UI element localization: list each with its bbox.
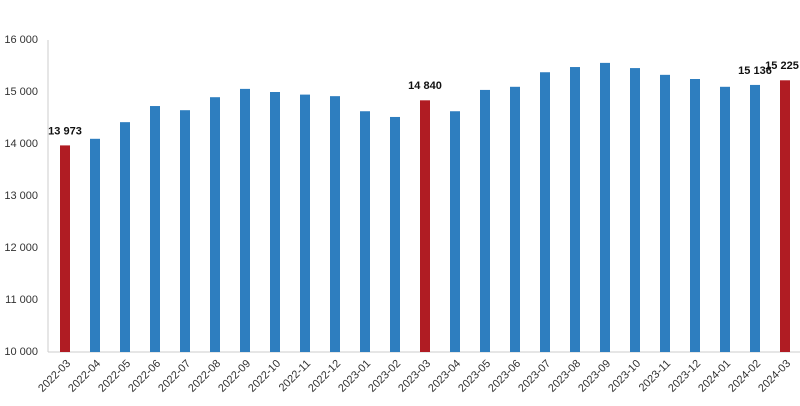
bar (780, 80, 790, 353)
x-tick-label: 2023-10 (606, 358, 643, 395)
value-label: 14 840 (408, 80, 442, 92)
x-tick-label: 2022-12 (306, 358, 343, 395)
bar (150, 106, 160, 352)
x-tick-label: 2022-03 (36, 358, 73, 395)
x-tick-label: 2022-05 (96, 358, 133, 395)
value-label: 15 225 (765, 60, 799, 72)
x-tick-label: 2023-03 (396, 358, 433, 395)
bar (630, 68, 640, 352)
x-tick-label: 2023-05 (456, 358, 493, 395)
bar (390, 116, 400, 353)
bar (720, 86, 730, 353)
bar (420, 100, 430, 352)
bar (540, 72, 550, 353)
y-tick-label: 14 000 (4, 138, 38, 150)
bar (480, 89, 490, 353)
value-label: 13 973 (48, 125, 82, 137)
x-tick-label: 2023-07 (516, 358, 553, 395)
x-tick-label: 2022-08 (186, 358, 223, 395)
bar (180, 110, 190, 352)
bar (660, 74, 670, 352)
x-tick-label: 2023-12 (666, 358, 703, 395)
bar (600, 62, 610, 352)
x-tick-label: 2023-04 (426, 358, 463, 395)
y-tick-label: 11 000 (5, 294, 38, 306)
x-tick-label: 2023-01 (336, 358, 373, 395)
bar (360, 111, 370, 353)
bar (690, 79, 700, 352)
x-tick-label: 2022-06 (126, 358, 163, 395)
x-tick-label: 2024-01 (696, 358, 733, 395)
value-label: 15 136 (738, 65, 772, 77)
x-tick-label: 2024-02 (726, 358, 763, 395)
x-tick-label: 2024-03 (756, 358, 793, 395)
bar (750, 84, 760, 352)
y-tick-label: 15 000 (4, 86, 38, 98)
y-tick-label: 16 000 (4, 34, 38, 46)
x-tick-label: 2023-09 (576, 358, 613, 395)
bar (60, 145, 70, 352)
y-tick-label: 10 000 (4, 346, 38, 358)
bar (270, 92, 280, 352)
x-tick-label: 2022-04 (66, 358, 103, 395)
x-tick-label: 2023-02 (366, 358, 403, 395)
bar (330, 96, 340, 352)
bar (570, 67, 580, 352)
bar (450, 111, 460, 353)
bar (240, 88, 250, 352)
x-tick-label: 2022-07 (156, 358, 193, 395)
bar (300, 94, 310, 352)
bar (120, 122, 130, 352)
y-tick-label: 13 000 (4, 190, 38, 202)
x-tick-label: 2023-08 (546, 358, 583, 395)
y-tick-label: 12 000 (4, 242, 38, 254)
x-tick-label: 2023-06 (486, 358, 523, 395)
bar (510, 86, 520, 353)
bar (210, 97, 220, 352)
x-tick-label: 2022-09 (216, 358, 253, 395)
x-tick-label: 2022-10 (246, 358, 283, 395)
bar (90, 138, 100, 352)
